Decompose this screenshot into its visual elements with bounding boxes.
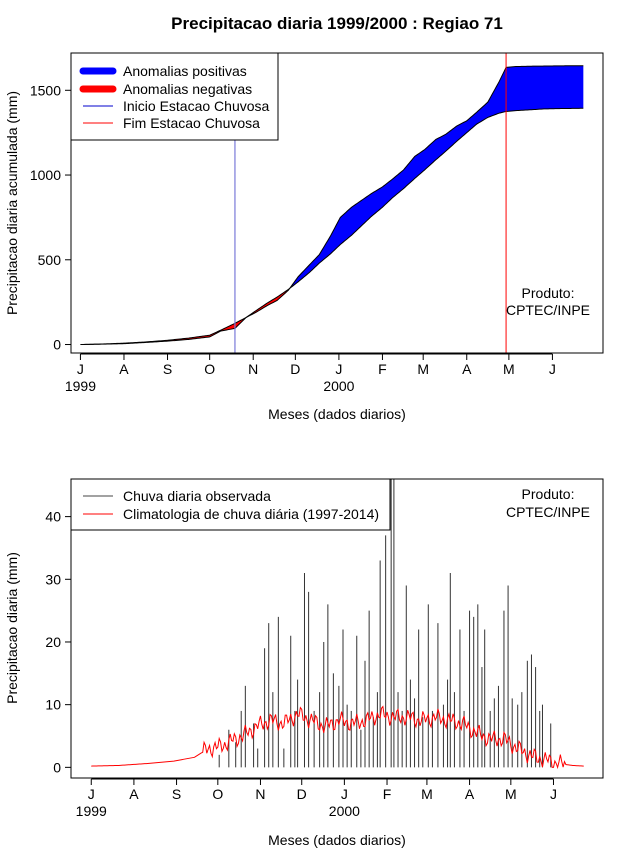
x-tick-label: J: [88, 786, 95, 802]
climatology-line: [91, 705, 584, 770]
y-tick-label: 20: [45, 634, 61, 650]
legend-label-negative: Anomalias negativas: [123, 81, 252, 97]
x-tick-label: D: [290, 361, 300, 377]
positive-anomaly-area: [288, 65, 584, 291]
x-tick-label: J: [77, 361, 84, 377]
x-tick-label: M: [503, 361, 515, 377]
legend-label-climatology: Climatologia de chuva diária (1997-2014): [123, 506, 379, 522]
x-tick-label: F: [383, 786, 392, 802]
x-tick-label: D: [297, 786, 307, 802]
x-tick-label: O: [204, 361, 215, 377]
x-tick-label: J: [335, 361, 342, 377]
legend: Chuva diaria observada Climatologia de c…: [70, 478, 391, 531]
year-label: 2000: [329, 803, 360, 819]
x-tick-label: F: [378, 361, 387, 377]
x-tick-label: J: [549, 361, 556, 377]
x-tick-label: N: [248, 361, 258, 377]
y-tick-label: 40: [45, 509, 61, 525]
y-axis: 0 500 1000 1500: [30, 82, 72, 353]
climatology-cumulative-line: [80, 107, 584, 346]
year-label: 1999: [65, 378, 96, 394]
y-axis: 0 10 20 30 40: [45, 509, 72, 775]
y-tick-label: 500: [38, 252, 62, 268]
legend: Anomalias positivas Anomalias negativas …: [70, 52, 279, 141]
x-tick-label: N: [255, 786, 265, 802]
x-tick-label: M: [421, 786, 433, 802]
y-axis-label: Precipitacao diaria acumulada (mm): [4, 91, 20, 315]
x-tick-label: S: [163, 361, 172, 377]
climatology-daily-line: [91, 705, 584, 770]
x-tick-label: M: [417, 361, 429, 377]
series-lines: [80, 65, 584, 346]
y-axis-label: Precipitacao diaria (mm): [4, 552, 20, 704]
observed-cumulative-line: [80, 65, 584, 346]
x-tick-label: A: [119, 361, 129, 377]
chart-title: Precipitacao diaria 1999/2000 : Regiao 7…: [171, 14, 503, 33]
y-tick-label: 0: [53, 759, 61, 775]
legend-label-observed: Chuva diaria observada: [123, 488, 271, 504]
y-tick-label: 10: [45, 697, 61, 713]
legend-label-season-start: Inicio Estacao Chuvosa: [123, 98, 270, 114]
y-tick-label: 30: [45, 571, 61, 587]
year-label: 1999: [76, 803, 107, 819]
x-tick-label: J: [550, 786, 557, 802]
product-org-label: CPTEC/INPE: [506, 504, 590, 520]
x-tick-label: A: [129, 786, 139, 802]
x-axis-label: Meses (dados diarios): [268, 406, 406, 422]
x-tick-label: J: [341, 786, 348, 802]
legend-label-positive: Anomalias positivas: [123, 63, 247, 79]
product-label: Produto:: [522, 285, 575, 301]
y-tick-label: 0: [53, 337, 61, 353]
product-label: Produto:: [522, 486, 575, 502]
year-label: 2000: [323, 378, 354, 394]
y-tick-label: 1500: [30, 82, 61, 98]
x-tick-label: O: [212, 786, 223, 802]
x-axis-label: Meses (dados diarios): [268, 832, 406, 848]
x-tick-label: S: [172, 786, 181, 802]
x-tick-label: A: [465, 786, 475, 802]
x-tick-label: A: [462, 361, 472, 377]
product-org-label: CPTEC/INPE: [506, 302, 590, 318]
x-tick-label: M: [505, 786, 517, 802]
y-tick-label: 1000: [30, 167, 61, 183]
legend-label-season-end: Fim Estacao Chuvosa: [123, 115, 260, 131]
